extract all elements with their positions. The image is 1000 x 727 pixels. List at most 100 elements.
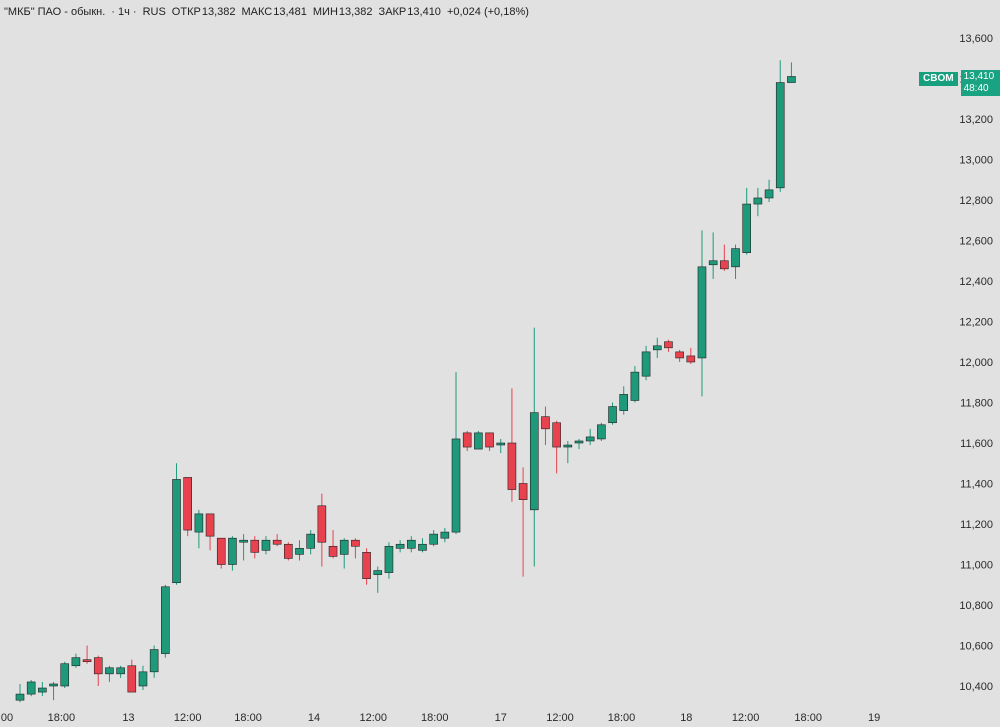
candle[interactable] bbox=[172, 463, 181, 585]
candle[interactable] bbox=[138, 665, 148, 691]
symbol-name[interactable]: "МКБ" ПАО - обыкн. bbox=[4, 6, 106, 18]
candle[interactable] bbox=[451, 372, 461, 535]
candle[interactable] bbox=[261, 536, 271, 555]
candle-body bbox=[563, 444, 573, 448]
candle[interactable] bbox=[339, 538, 349, 569]
candle-body bbox=[339, 539, 349, 555]
candle[interactable] bbox=[630, 366, 640, 403]
y-tick-label: 12,400 bbox=[959, 276, 993, 288]
candle[interactable] bbox=[462, 430, 472, 452]
candle-body bbox=[250, 539, 260, 553]
x-tick-label: 12:00 bbox=[546, 712, 574, 724]
candle[interactable] bbox=[272, 534, 282, 547]
interval-label[interactable]: · 1ч · bbox=[111, 6, 137, 18]
candle[interactable] bbox=[742, 187, 752, 255]
candle[interactable] bbox=[127, 659, 137, 693]
candle-body bbox=[675, 351, 684, 359]
candle[interactable] bbox=[731, 244, 740, 279]
candle[interactable] bbox=[82, 645, 92, 664]
candle[interactable] bbox=[597, 422, 606, 441]
candle[interactable] bbox=[216, 537, 226, 569]
candle[interactable] bbox=[406, 536, 416, 553]
candle[interactable] bbox=[775, 60, 785, 192]
candle[interactable] bbox=[552, 420, 561, 474]
time-axis: :00 18:00 13 12:00 18:00 14 12:00 18:00 17 12:00 1… bbox=[0, 712, 880, 724]
candle[interactable] bbox=[351, 538, 360, 559]
candle[interactable] bbox=[440, 528, 450, 543]
candle[interactable] bbox=[485, 432, 494, 452]
candle[interactable] bbox=[496, 438, 506, 454]
candle[interactable] bbox=[373, 566, 383, 593]
candle[interactable] bbox=[15, 683, 25, 703]
candle-body bbox=[149, 649, 159, 673]
candle[interactable] bbox=[306, 530, 315, 555]
candle[interactable] bbox=[787, 62, 796, 83]
candle[interactable] bbox=[764, 179, 774, 203]
candle-body bbox=[306, 533, 315, 549]
candle[interactable] bbox=[675, 349, 684, 362]
candle[interactable] bbox=[574, 438, 584, 450]
candle-body bbox=[697, 266, 707, 359]
candle-body bbox=[15, 693, 25, 701]
candle[interactable] bbox=[619, 386, 629, 415]
candle[interactable] bbox=[49, 681, 58, 701]
candle[interactable] bbox=[161, 584, 170, 658]
candle[interactable] bbox=[753, 187, 763, 217]
candle[interactable] bbox=[116, 665, 125, 678]
candle-body bbox=[127, 665, 137, 693]
candle[interactable] bbox=[418, 538, 427, 553]
candle[interactable] bbox=[474, 430, 483, 450]
y-tick-label: 13,600 bbox=[959, 33, 993, 45]
candle[interactable] bbox=[183, 477, 192, 537]
candle-body bbox=[261, 539, 271, 551]
candle[interactable] bbox=[38, 681, 47, 697]
candle[interactable] bbox=[686, 347, 696, 365]
candle[interactable] bbox=[697, 230, 707, 397]
candle[interactable] bbox=[362, 548, 371, 585]
candle[interactable] bbox=[228, 536, 237, 571]
candle[interactable] bbox=[541, 406, 550, 446]
candle[interactable] bbox=[250, 536, 260, 559]
candle[interactable] bbox=[720, 244, 729, 271]
candle[interactable] bbox=[395, 540, 405, 553]
candle[interactable] bbox=[652, 337, 662, 358]
x-tick-label: 19 bbox=[868, 712, 880, 724]
badge-source: CBOM bbox=[919, 72, 958, 86]
candle[interactable] bbox=[105, 665, 114, 682]
candle[interactable] bbox=[429, 530, 438, 547]
candle[interactable] bbox=[149, 645, 159, 678]
candle-body bbox=[641, 351, 651, 377]
candle[interactable] bbox=[328, 530, 338, 559]
low-label: МИН bbox=[312, 6, 338, 18]
candle[interactable] bbox=[507, 388, 517, 502]
candle-body bbox=[764, 189, 774, 199]
candle[interactable] bbox=[608, 402, 617, 425]
candle-body bbox=[518, 483, 528, 501]
candle[interactable] bbox=[284, 542, 293, 561]
candle-body bbox=[38, 687, 47, 693]
candle[interactable] bbox=[641, 345, 651, 381]
candle[interactable] bbox=[239, 534, 248, 561]
candle[interactable] bbox=[664, 339, 673, 352]
x-tick-label: 12:00 bbox=[174, 712, 202, 724]
candle-body bbox=[708, 260, 718, 266]
candle[interactable] bbox=[93, 655, 103, 686]
candle[interactable] bbox=[194, 509, 204, 549]
candle[interactable] bbox=[529, 327, 539, 567]
candle[interactable] bbox=[205, 513, 215, 551]
candle[interactable] bbox=[317, 493, 327, 567]
candle[interactable] bbox=[384, 542, 394, 579]
candle[interactable] bbox=[60, 661, 70, 689]
candle-body bbox=[284, 543, 293, 559]
y-tick-label: 12,200 bbox=[959, 317, 993, 329]
candle[interactable] bbox=[585, 428, 595, 446]
candle[interactable] bbox=[295, 540, 304, 561]
candle[interactable] bbox=[71, 653, 81, 668]
candle[interactable] bbox=[708, 232, 718, 279]
candle[interactable] bbox=[26, 679, 36, 697]
candle-body bbox=[105, 667, 114, 675]
candle-body bbox=[328, 545, 338, 557]
candle[interactable] bbox=[518, 467, 528, 577]
candle[interactable] bbox=[563, 440, 573, 464]
